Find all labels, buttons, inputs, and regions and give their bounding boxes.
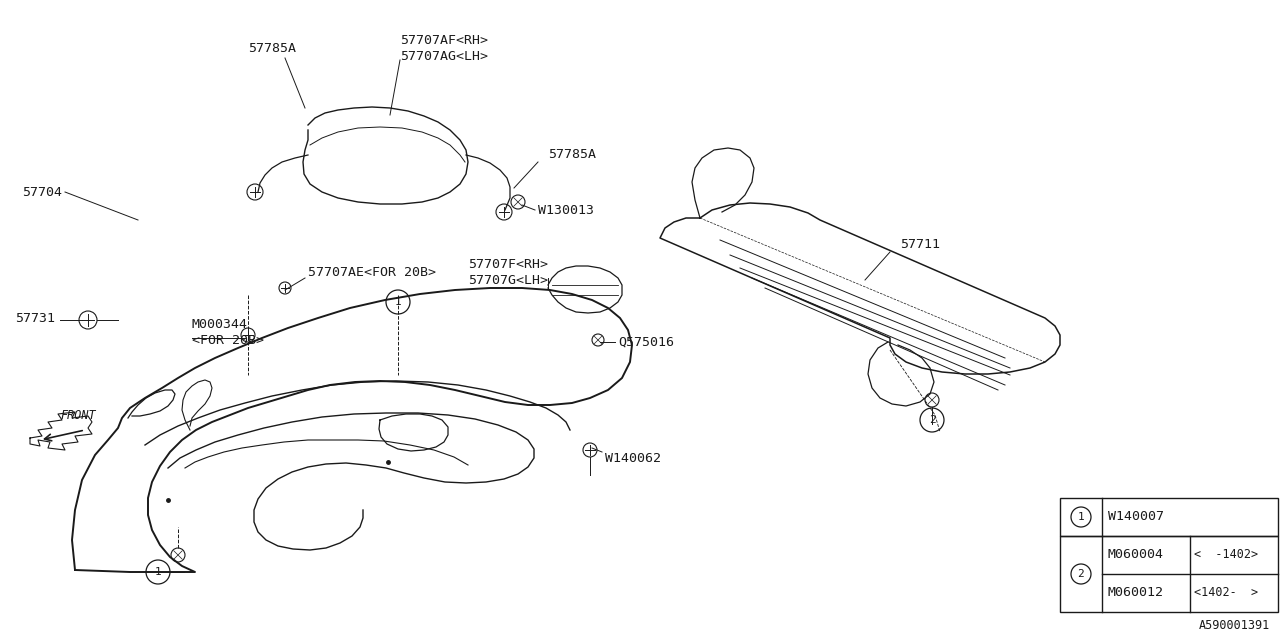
Text: W140007: W140007: [1108, 511, 1164, 524]
Text: M060012: M060012: [1108, 586, 1164, 600]
Text: 57707F<RH>
57707G<LH>: 57707F<RH> 57707G<LH>: [468, 257, 548, 287]
Circle shape: [172, 548, 186, 562]
Text: W130013: W130013: [538, 204, 594, 216]
Text: <1402-  >: <1402- >: [1194, 586, 1258, 600]
Text: 57704: 57704: [22, 186, 61, 198]
Text: 57785A: 57785A: [248, 42, 296, 54]
Text: <  -1402>: < -1402>: [1194, 548, 1258, 561]
Bar: [1060, 536, 1277, 612]
Circle shape: [511, 195, 525, 209]
Circle shape: [925, 393, 940, 407]
Text: FRONT: FRONT: [60, 409, 96, 422]
Text: 2: 2: [928, 415, 936, 425]
Text: W140062: W140062: [605, 451, 660, 465]
Text: M000344
<FOR 20B>: M000344 <FOR 20B>: [192, 317, 264, 346]
Text: 57707AE<FOR 20B>: 57707AE<FOR 20B>: [308, 266, 436, 278]
Text: Q575016: Q575016: [618, 335, 675, 349]
Text: 1: 1: [394, 297, 402, 307]
Text: 57707AF<RH>
57707AG<LH>: 57707AF<RH> 57707AG<LH>: [399, 33, 488, 63]
Text: 2: 2: [1078, 569, 1084, 579]
Circle shape: [591, 334, 604, 346]
Bar: [1060, 498, 1277, 536]
Text: M060004: M060004: [1108, 548, 1164, 561]
Text: 57731: 57731: [15, 312, 55, 324]
Text: 57785A: 57785A: [548, 148, 596, 161]
Text: A590001391: A590001391: [1199, 619, 1270, 632]
Text: 1: 1: [155, 567, 161, 577]
Text: 57711: 57711: [900, 239, 940, 252]
Text: 1: 1: [1078, 512, 1084, 522]
